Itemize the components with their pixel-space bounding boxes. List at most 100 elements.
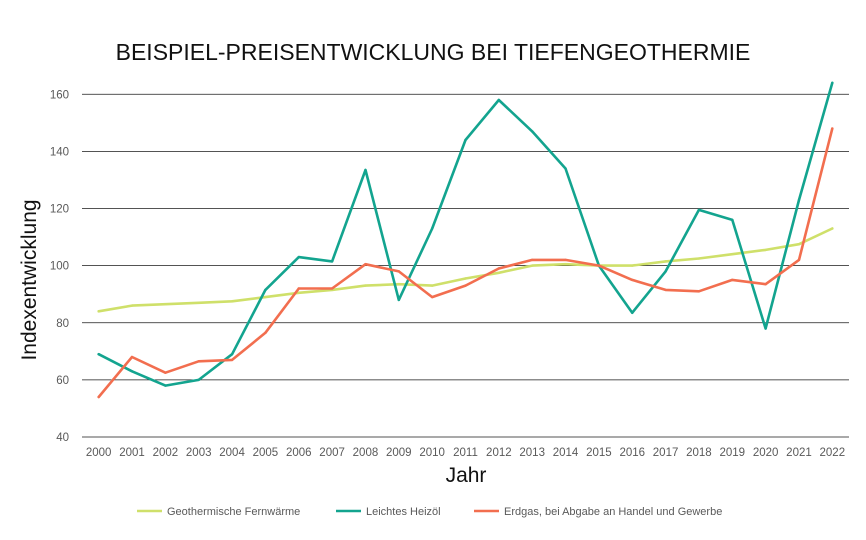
x-tick-label: 2008 — [353, 447, 379, 459]
data-point — [97, 395, 100, 399]
data-point — [97, 352, 100, 356]
x-tick-label: 2017 — [653, 447, 679, 459]
y-tick-label: 140 — [50, 146, 69, 158]
x-tick-label: 2019 — [719, 447, 745, 459]
x-tick-label: 2010 — [419, 447, 445, 459]
x-tick-label: 2005 — [253, 447, 279, 459]
data-point — [164, 371, 167, 374]
data-point — [364, 263, 367, 266]
x-tick-label: 2016 — [619, 447, 645, 459]
data-point — [330, 287, 334, 290]
data-point — [230, 300, 234, 303]
data-point — [364, 284, 367, 287]
data-point — [564, 167, 567, 170]
data-point — [330, 260, 334, 263]
data-point — [564, 263, 567, 266]
x-tick-label: 2007 — [319, 447, 345, 459]
data-point — [430, 284, 434, 287]
data-point — [797, 258, 801, 262]
x-tick-label: 2000 — [86, 447, 112, 459]
data-point — [831, 127, 834, 130]
data-point — [164, 302, 167, 306]
legend-label-2: Erdgas, bei Abgabe an Handel und Gewerbe — [504, 506, 722, 518]
data-point — [797, 198, 801, 202]
data-point — [664, 270, 667, 273]
data-point — [264, 331, 267, 334]
data-point — [130, 355, 134, 359]
data-point — [197, 360, 200, 363]
data-point — [497, 267, 501, 270]
chart-title: BEISPIEL-PREISENTWICKLUNG BEI TIEFENGEOT… — [116, 39, 751, 65]
data-point — [731, 278, 734, 282]
y-tick-label: 60 — [56, 375, 69, 387]
x-tick-label: 2009 — [386, 447, 412, 459]
data-point — [130, 370, 134, 373]
data-point — [464, 138, 467, 142]
data-point — [197, 378, 200, 382]
data-point — [731, 253, 734, 256]
y-axis-ticks: 40 60 80 100 120 140 160 — [50, 89, 69, 444]
x-tick-label: 2020 — [753, 447, 779, 459]
series-line-2 — [97, 127, 834, 399]
x-tick-label: 2001 — [119, 447, 145, 459]
data-point — [197, 301, 200, 304]
series-line-0 — [97, 227, 834, 313]
data-point — [831, 227, 834, 230]
legend-label-1: Leichtes Heizöl — [366, 506, 441, 518]
y-axis-label: Indexentwicklung — [18, 199, 41, 360]
y-tick-label: 40 — [56, 432, 69, 444]
y-tick-label: 80 — [56, 318, 69, 330]
data-point — [364, 168, 367, 172]
series-lines — [97, 81, 834, 399]
x-tick-label: 2012 — [486, 447, 512, 459]
data-point — [464, 284, 467, 287]
x-tick-label: 2015 — [586, 447, 612, 459]
data-point — [530, 264, 534, 267]
x-axis-label: Jahr — [446, 464, 487, 487]
data-point — [631, 311, 634, 314]
data-point — [564, 258, 567, 262]
data-point — [230, 352, 234, 356]
data-point — [297, 287, 300, 290]
data-point — [530, 258, 534, 262]
data-point — [464, 277, 467, 280]
data-point — [430, 295, 434, 299]
x-tick-label: 2014 — [553, 447, 579, 459]
data-point — [497, 98, 501, 102]
data-point — [597, 264, 601, 267]
data-point — [831, 81, 834, 85]
data-point — [797, 243, 801, 246]
data-point — [397, 270, 401, 273]
data-point — [297, 291, 300, 294]
x-tick-label: 2006 — [286, 447, 312, 459]
data-point — [631, 278, 634, 282]
gridlines — [82, 93, 849, 438]
data-point — [264, 295, 267, 299]
x-axis-ticks: 2000 2001 2002 2003 2004 2005 2006 2007 2008 2009… — [86, 447, 845, 459]
x-tick-label: 2022 — [820, 447, 846, 459]
x-tick-label: 2003 — [186, 447, 212, 459]
data-point — [764, 248, 767, 252]
x-tick-label: 2002 — [153, 447, 179, 459]
data-point — [230, 358, 234, 362]
data-point — [130, 304, 134, 307]
legend-label-0: Geothermische Fernwärme — [167, 506, 300, 518]
x-tick-label: 2013 — [519, 447, 545, 459]
x-tick-label: 2018 — [686, 447, 712, 459]
data-point — [731, 218, 734, 222]
data-point — [430, 227, 434, 230]
data-point — [631, 264, 634, 267]
data-point — [697, 208, 701, 212]
data-point — [764, 327, 767, 330]
y-tick-label: 100 — [50, 261, 69, 273]
data-point — [164, 384, 167, 387]
data-point — [530, 130, 534, 133]
series-line-1 — [97, 81, 834, 387]
x-tick-label: 2004 — [219, 447, 245, 459]
data-point — [664, 288, 667, 292]
y-tick-label: 120 — [50, 204, 69, 216]
data-point — [497, 271, 501, 274]
y-tick-label: 160 — [50, 89, 69, 101]
